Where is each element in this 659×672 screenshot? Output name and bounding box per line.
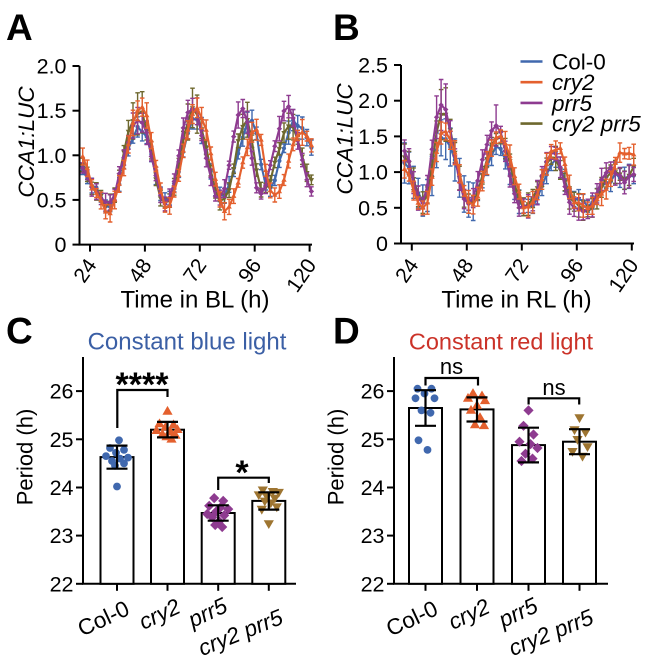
svg-text:1.0: 1.0 (358, 161, 388, 185)
svg-text:B: B (333, 7, 360, 48)
svg-text:Period (h): Period (h) (13, 409, 38, 506)
svg-text:0: 0 (55, 233, 67, 257)
svg-text:0: 0 (376, 232, 388, 256)
svg-text:A: A (6, 7, 33, 48)
svg-text:0.5: 0.5 (358, 196, 388, 220)
svg-text:23: 23 (361, 524, 385, 548)
svg-text:Period (h): Period (h) (324, 409, 349, 506)
svg-text:Time in BL (h): Time in BL (h) (121, 287, 270, 314)
svg-text:*: * (235, 454, 249, 492)
svg-text:26: 26 (50, 380, 74, 404)
svg-text:23: 23 (50, 524, 74, 548)
svg-text:prr5: prr5 (551, 91, 592, 116)
svg-text:26: 26 (361, 380, 385, 404)
svg-text:CCA1:LUC: CCA1:LUC (14, 86, 39, 198)
svg-text:Constant blue light: Constant blue light (88, 329, 287, 356)
svg-text:22: 22 (50, 572, 74, 596)
svg-text:C: C (6, 311, 33, 352)
svg-text:D: D (333, 311, 360, 352)
svg-text:Constant red light: Constant red light (409, 329, 594, 355)
svg-text:0.5: 0.5 (37, 188, 67, 212)
svg-text:22: 22 (361, 572, 385, 596)
svg-text:1.5: 1.5 (37, 99, 67, 123)
svg-text:CCA1:LUC: CCA1:LUC (333, 83, 358, 195)
svg-text:25: 25 (361, 428, 385, 452)
svg-text:1.0: 1.0 (37, 144, 67, 168)
svg-text:2.0: 2.0 (358, 89, 388, 113)
svg-text:24: 24 (50, 476, 74, 500)
svg-text:2.0: 2.0 (37, 55, 67, 79)
svg-text:24: 24 (361, 476, 385, 500)
svg-text:25: 25 (50, 428, 74, 452)
svg-text:****: **** (116, 366, 170, 404)
svg-text:cry2 prr5: cry2 prr5 (552, 112, 641, 137)
svg-text:cry2: cry2 (552, 70, 595, 95)
svg-text:Time in RL (h): Time in RL (h) (441, 287, 591, 314)
svg-text:ns: ns (440, 354, 463, 379)
svg-text:ns: ns (542, 375, 565, 400)
svg-text:Col-0: Col-0 (552, 50, 606, 75)
svg-text:2.5: 2.5 (358, 54, 388, 78)
svg-text:1.5: 1.5 (358, 125, 388, 149)
